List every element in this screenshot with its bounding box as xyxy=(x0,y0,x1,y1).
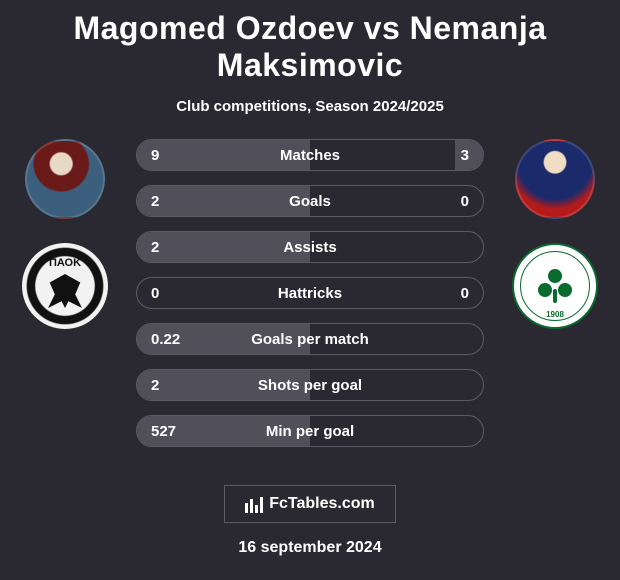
bars-icon xyxy=(245,495,263,513)
brand-text: FcTables.com xyxy=(269,495,375,513)
stat-label: Goals xyxy=(137,193,483,210)
stat-row: 2Shots per goal xyxy=(136,369,484,401)
date-text: 16 september 2024 xyxy=(0,539,620,557)
brand-badge: FcTables.com xyxy=(224,485,396,523)
stat-label: Assists xyxy=(137,239,483,256)
stat-row: 2Assists xyxy=(136,231,484,263)
comparison-area: 1908 93Matches 20Goals 2Assists 00Hattricks… xyxy=(0,139,620,469)
subtitle: Club competitions, Season 2024/2025 xyxy=(0,98,620,115)
stats-list: 93Matches 20Goals 2Assists 00Hattricks 0.22G… xyxy=(136,139,484,447)
paok-eagle-icon xyxy=(48,274,82,308)
player1-column xyxy=(10,139,120,329)
player2-club-badge: 1908 xyxy=(512,243,598,329)
player2-avatar xyxy=(515,139,595,219)
stat-row: 00Hattricks xyxy=(136,277,484,309)
player1-club-badge xyxy=(22,243,108,329)
page-title: Magomed Ozdoev vs Nemanja Maksimovic xyxy=(0,0,620,84)
stat-label: Goals per match xyxy=(137,331,483,348)
club-year: 1908 xyxy=(546,310,564,319)
stat-row: 0.22Goals per match xyxy=(136,323,484,355)
stat-label: Shots per goal xyxy=(137,377,483,394)
stat-label: Matches xyxy=(137,147,483,164)
stat-row: 527Min per goal xyxy=(136,415,484,447)
shamrock-icon xyxy=(540,271,570,301)
stat-row: 20Goals xyxy=(136,185,484,217)
stat-row: 93Matches xyxy=(136,139,484,171)
player2-column: 1908 xyxy=(500,139,610,329)
stat-label: Hattricks xyxy=(137,285,483,302)
player1-avatar xyxy=(25,139,105,219)
stat-label: Min per goal xyxy=(137,423,483,440)
